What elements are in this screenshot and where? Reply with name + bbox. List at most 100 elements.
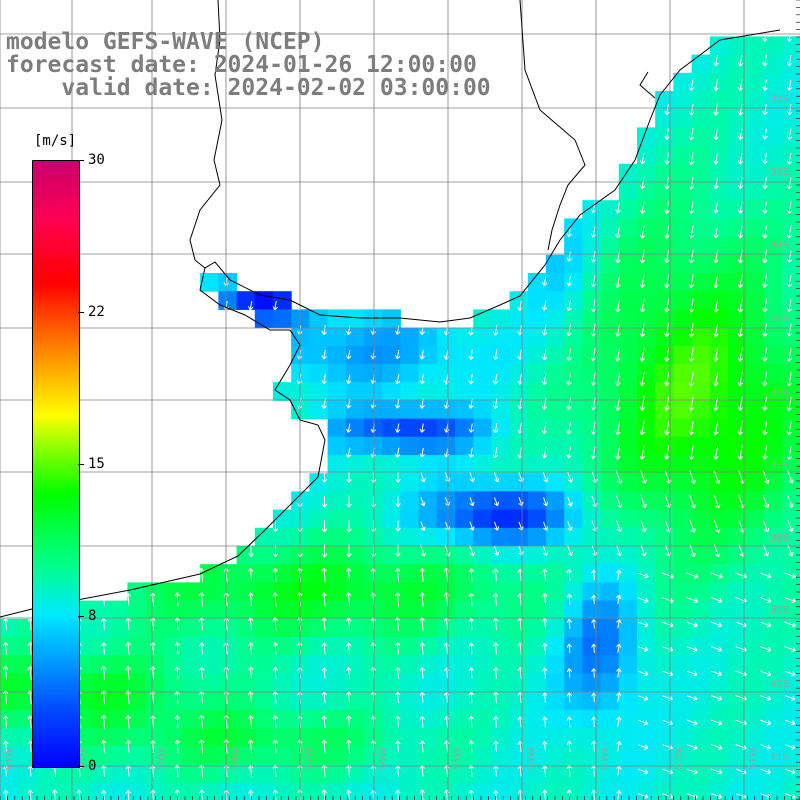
lat-label: 41S	[770, 752, 789, 763]
speed-cell	[582, 309, 602, 329]
speed-cell	[309, 582, 329, 602]
speed-cell	[382, 782, 401, 800]
speed-cell	[673, 72, 693, 92]
speed-cell	[546, 673, 565, 693]
lon-label: 52W	[674, 747, 685, 770]
speed-cell	[709, 91, 729, 110]
speed-cell	[764, 436, 784, 456]
speed-cell	[546, 527, 565, 547]
speed-cell	[236, 728, 256, 747]
speed-cell	[691, 182, 711, 201]
speed-cell	[163, 618, 183, 638]
lon-label: 61W	[4, 747, 15, 770]
speed-cell	[345, 418, 365, 438]
wind-arrow	[566, 348, 572, 361]
wind-arrow	[688, 128, 695, 141]
speed-cell	[709, 200, 729, 219]
wind-arrow	[762, 323, 768, 337]
speed-cell	[746, 163, 765, 183]
wind-arrow	[542, 471, 549, 483]
speed-cell	[182, 618, 201, 638]
speed-cell	[400, 782, 420, 800]
speed-cell	[746, 782, 765, 800]
speed-cell	[127, 655, 147, 674]
speed-cell	[618, 582, 638, 602]
lat-label: 38S	[770, 533, 789, 544]
speed-cell	[618, 309, 638, 329]
speed-cell	[527, 782, 547, 800]
speed-cell	[527, 418, 547, 438]
speed-cell	[618, 728, 638, 747]
lat-label: 32S	[770, 94, 789, 105]
wind-arrow	[198, 666, 205, 679]
wind-arrow	[321, 567, 327, 582]
speed-cell	[436, 600, 456, 620]
wind-arrow	[567, 496, 573, 507]
wind-arrow	[27, 789, 34, 800]
speed-cell	[418, 455, 438, 474]
speed-cell	[746, 746, 765, 765]
speed-cell	[455, 345, 474, 365]
speed-cell	[273, 546, 292, 565]
speed-cell	[564, 709, 583, 729]
speed-cell	[691, 291, 711, 310]
speed-cell	[364, 400, 383, 420]
wind-arrow	[272, 520, 279, 532]
speed-cell	[728, 764, 747, 784]
speed-cell	[600, 546, 620, 565]
speed-cell	[673, 546, 693, 565]
wind-arrow	[345, 715, 352, 729]
speed-cell	[327, 345, 347, 365]
wind-arrow	[419, 716, 426, 728]
speed-cell	[455, 400, 474, 420]
speed-cell	[509, 618, 529, 638]
speed-cell	[655, 236, 674, 256]
speed-cell	[491, 655, 511, 674]
speed-cell	[382, 764, 401, 784]
wind-arrow	[346, 789, 352, 800]
speed-cell	[746, 309, 765, 329]
wind-arrow	[640, 470, 647, 484]
speed-cell	[345, 382, 365, 401]
speed-cell	[728, 455, 747, 474]
speed-cell	[746, 327, 765, 347]
speed-cell	[782, 709, 800, 729]
wind-arrow	[492, 617, 499, 630]
speed-cell	[91, 709, 110, 729]
colorbar	[32, 160, 80, 768]
speed-cell	[746, 54, 765, 74]
speed-cell	[691, 455, 711, 474]
wind-arrow	[615, 323, 621, 337]
speed-cell	[455, 455, 474, 474]
speed-cell	[382, 618, 401, 638]
speed-cell	[291, 709, 310, 729]
speed-cell	[600, 291, 620, 310]
wind-arrow	[101, 617, 107, 630]
wind-arrow	[346, 349, 352, 360]
speed-cell	[655, 546, 674, 565]
speed-cell	[582, 436, 602, 456]
speed-cell	[728, 509, 747, 529]
speed-cell	[309, 709, 329, 729]
speed-cell	[109, 728, 128, 747]
speed-cell	[382, 709, 401, 729]
speed-cell	[582, 782, 602, 800]
speed-cell	[746, 600, 765, 620]
speed-cell	[709, 637, 729, 656]
speed-cell	[455, 691, 474, 711]
speed-cell	[709, 382, 729, 401]
speed-cell	[345, 764, 365, 784]
speed-cell	[91, 691, 110, 711]
speed-cell	[400, 746, 420, 765]
speed-cell	[728, 218, 747, 238]
wind-arrow	[321, 789, 328, 800]
speed-cell	[327, 600, 347, 620]
speed-cell	[764, 54, 784, 74]
colorbar-label-30: 30	[88, 152, 105, 168]
speed-cell	[18, 764, 37, 784]
speed-cell	[564, 527, 583, 547]
wind-arrow	[784, 597, 796, 604]
speed-cell	[691, 473, 711, 492]
speed-cell	[618, 491, 638, 511]
speed-cell	[327, 382, 347, 401]
